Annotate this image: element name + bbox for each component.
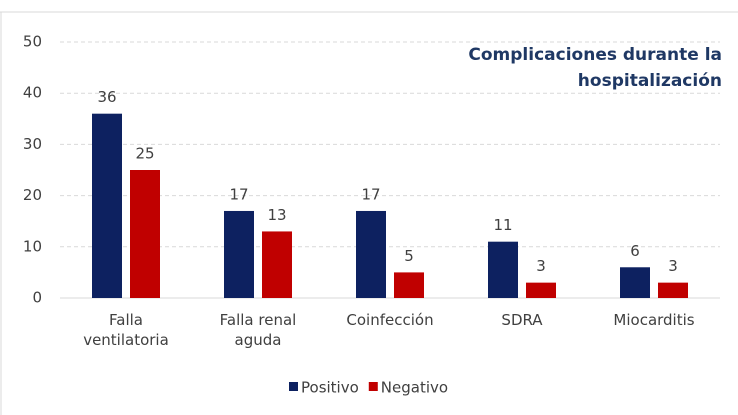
data-label: 25 xyxy=(135,145,154,163)
bar xyxy=(526,282,556,298)
y-tick-label: 20 xyxy=(23,186,42,204)
data-label: 5 xyxy=(404,247,414,265)
bar xyxy=(92,113,122,299)
data-label: 3 xyxy=(668,257,678,275)
data-label: 36 xyxy=(97,88,116,106)
y-tick-label: 0 xyxy=(32,289,42,307)
data-label: 17 xyxy=(361,185,380,203)
y-tick-label: 40 xyxy=(23,84,42,102)
data-label: 6 xyxy=(630,242,640,260)
y-tick-label: 30 xyxy=(23,135,42,153)
x-tick-label: Miocarditis xyxy=(613,311,695,329)
bar xyxy=(224,210,254,298)
x-tick-label: Coinfección xyxy=(346,311,434,329)
y-tick-label: 10 xyxy=(23,237,42,255)
data-label: 3 xyxy=(536,257,546,275)
bar xyxy=(488,241,518,298)
y-tick-label: 50 xyxy=(23,33,42,51)
x-tick-label: SDRA xyxy=(501,311,543,329)
legend-swatch xyxy=(368,382,378,391)
bar xyxy=(130,170,160,298)
x-tick-label: Falla renal aguda xyxy=(219,311,297,349)
bar xyxy=(394,272,424,298)
legend-label: Positivo xyxy=(301,379,359,397)
x-tick-label: Falla ventilatoria xyxy=(83,311,169,349)
bar xyxy=(620,267,650,298)
chart-title: Complicaciones durante la hospitalizació… xyxy=(468,45,722,91)
data-label: 11 xyxy=(493,216,512,234)
bar xyxy=(262,231,292,298)
bar xyxy=(356,210,386,298)
legend-swatch xyxy=(289,382,298,391)
legend-label: Negativo xyxy=(381,379,448,397)
data-label: 17 xyxy=(229,185,248,203)
data-label: 13 xyxy=(267,206,286,224)
bar xyxy=(658,282,688,298)
